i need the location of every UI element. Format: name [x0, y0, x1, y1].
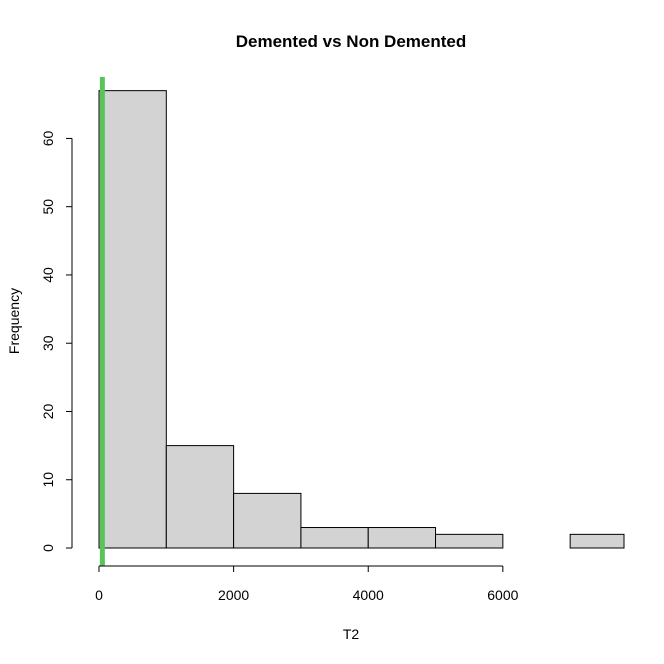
bars-group	[98, 90, 625, 549]
x-tick-label-0: 0	[95, 587, 103, 603]
y-axis: 0 10 20 30 40 50 60	[40, 130, 73, 552]
x-axis: 0 2000 4000 6000	[95, 565, 519, 603]
y-tick-label-6: 60	[40, 130, 56, 146]
histogram-bar-0	[98, 90, 167, 549]
y-axis-label: Frequency	[6, 288, 22, 354]
histogram-bar-7	[569, 533, 625, 549]
histogram-bar-5	[435, 533, 504, 549]
x-tick-label-3: 6000	[487, 587, 518, 603]
x-axis-label: T2	[343, 626, 360, 642]
y-tick-label-1: 10	[40, 472, 56, 488]
histogram-bar-3	[300, 527, 369, 549]
y-tick-label-3: 30	[40, 335, 56, 351]
y-tick-label-0: 0	[40, 544, 56, 552]
histogram-bar-4	[367, 527, 437, 549]
histogram-bar-2	[233, 492, 302, 549]
x-tick-label-2: 4000	[353, 587, 384, 603]
x-tick-label-1: 2000	[218, 587, 249, 603]
y-tick-label-5: 50	[40, 199, 56, 215]
chart-title: Demented vs Non Demented	[236, 32, 467, 51]
y-tick-label-2: 20	[40, 403, 56, 419]
y-tick-label-4: 40	[40, 267, 56, 283]
histogram-bar-1	[165, 445, 235, 549]
